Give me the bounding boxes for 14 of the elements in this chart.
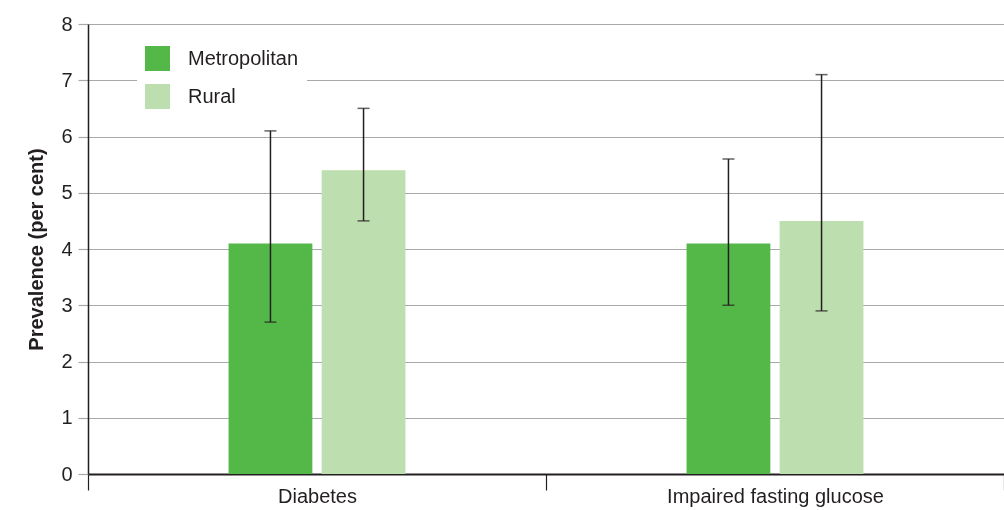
legend-label: Metropolitan	[188, 46, 299, 69]
y-tick-label: 7	[61, 68, 73, 91]
y-tick-label: 3	[61, 293, 73, 316]
legend-label: Rural	[188, 84, 236, 107]
y-tick-label: 6	[61, 125, 73, 147]
y-tick-label: 2	[61, 350, 73, 372]
y-tick-label: 0	[61, 462, 73, 485]
y-axis-title: Prevalence (per cent)	[25, 148, 48, 351]
y-tick-label: 5	[61, 181, 73, 204]
x-tick-label: Impaired fasting glucose	[667, 484, 884, 507]
y-tick-label: 8	[61, 12, 73, 35]
x-tick-label: Diabetes	[278, 484, 357, 507]
y-tick-label: 4	[61, 237, 73, 260]
y-tick-label: 1	[61, 406, 73, 429]
